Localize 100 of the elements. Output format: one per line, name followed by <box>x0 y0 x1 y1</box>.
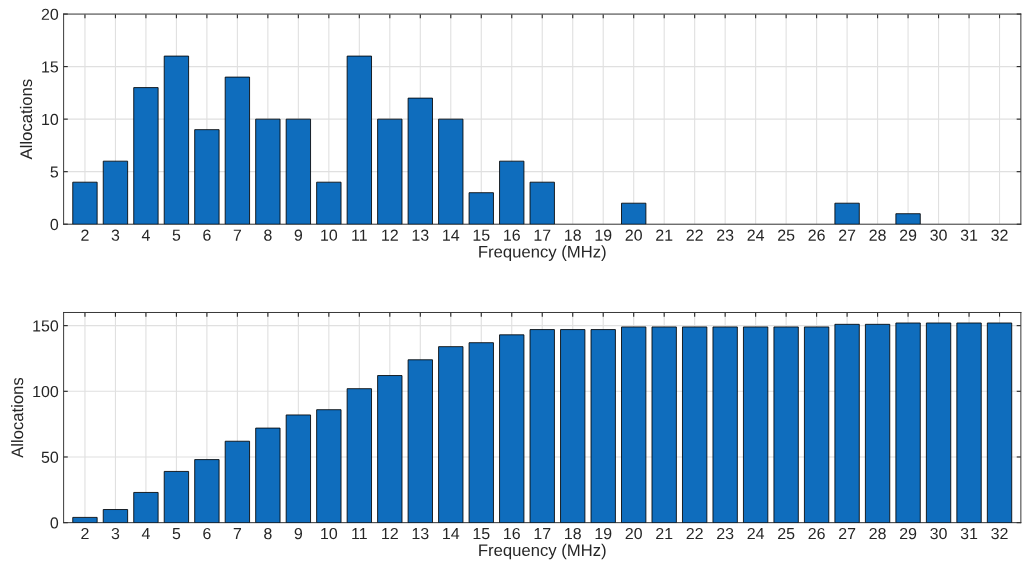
x-tick-label: 11 <box>352 528 367 540</box>
x-tick-label: 26 <box>808 229 825 241</box>
x-tick-label: 16 <box>504 229 520 241</box>
bar <box>316 409 342 523</box>
x-tick-label: 6 <box>203 229 211 241</box>
x-tick-label: 25 <box>778 229 795 241</box>
bar <box>194 129 220 225</box>
x-tick-label: 12 <box>382 527 398 540</box>
bar <box>590 329 616 523</box>
y-tick-label: 20 <box>41 8 59 20</box>
bar <box>163 55 190 225</box>
bar <box>72 181 98 225</box>
x-tick-label: 15 <box>473 528 490 540</box>
bar <box>499 334 525 523</box>
x-tick-label: 9 <box>294 229 303 241</box>
bar <box>834 323 860 523</box>
x-tick-label: 10 <box>321 229 338 241</box>
x-tick-label: 31 <box>960 229 978 241</box>
bar <box>925 322 952 523</box>
bar <box>224 440 250 523</box>
x-tick-label: 3 <box>111 527 120 540</box>
y-tick-label: 0 <box>50 517 59 529</box>
bar <box>285 414 311 523</box>
x-tick-label: 18 <box>565 229 581 241</box>
bar <box>468 342 494 523</box>
bar <box>895 322 921 523</box>
bar <box>72 516 98 523</box>
bar <box>621 326 647 523</box>
bar <box>651 326 677 523</box>
x-tick-label: 5 <box>172 528 181 540</box>
x-tick-label: 16 <box>504 527 520 540</box>
y-tick-label: 50 <box>41 451 59 463</box>
x-axis-title: Frequency (MHz) <box>479 543 606 560</box>
bar <box>377 375 403 523</box>
x-tick-label: 32 <box>991 527 1008 540</box>
y-tick-label: 100 <box>33 385 59 398</box>
bar <box>194 459 220 523</box>
x-tick-label: 2 <box>81 229 89 241</box>
bar <box>133 87 159 225</box>
bar <box>621 202 647 225</box>
y-tick-label: 150 <box>33 320 59 332</box>
bar <box>285 118 311 225</box>
bar <box>529 181 555 225</box>
x-tick-label: 13 <box>412 527 429 540</box>
bar <box>468 192 494 225</box>
x-tick-label: 7 <box>233 229 242 241</box>
bar <box>438 346 464 523</box>
x-tick-label: 26 <box>808 527 825 540</box>
x-tick-label: 13 <box>412 229 429 241</box>
x-tick-label: 19 <box>595 527 612 540</box>
x-tick-label: 30 <box>930 229 947 241</box>
y-axis-title: Allocations <box>11 377 24 458</box>
bar <box>346 388 372 523</box>
x-tick-label: 27 <box>839 527 856 540</box>
bar <box>377 118 403 225</box>
x-tick-label: 6 <box>203 527 211 540</box>
x-tick-label: 17 <box>534 528 551 540</box>
bar <box>346 55 372 225</box>
x-tick-label: 25 <box>778 527 795 540</box>
bar <box>895 213 921 225</box>
x-tick-label: 12 <box>382 229 398 241</box>
x-tick-label: 11 <box>352 229 367 241</box>
bar <box>804 326 830 523</box>
bar <box>864 323 891 523</box>
x-tick-label: 14 <box>443 528 460 540</box>
x-tick-label: 22 <box>686 527 703 540</box>
x-tick-label: 3 <box>111 229 120 241</box>
x-tick-label: 29 <box>899 527 917 540</box>
x-tick-label: 19 <box>595 229 612 241</box>
bar <box>102 509 129 523</box>
x-tick-label: 8 <box>264 527 272 540</box>
bar <box>407 359 433 523</box>
x-tick-label: 5 <box>172 229 181 241</box>
x-tick-label: 20 <box>625 527 642 540</box>
x-tick-label: 15 <box>473 229 490 241</box>
x-tick-label: 20 <box>625 229 642 241</box>
bar <box>133 492 159 523</box>
x-tick-label: 21 <box>656 229 673 241</box>
x-tick-label: 7 <box>233 528 242 540</box>
x-tick-label: 23 <box>717 229 734 241</box>
x-tick-label: 4 <box>141 229 150 241</box>
x-tick-label: 10 <box>321 527 338 540</box>
y-tick-label: 15 <box>42 61 59 73</box>
bar <box>682 326 708 523</box>
x-tick-label: 18 <box>565 527 581 540</box>
bar <box>773 326 799 523</box>
x-tick-label: 30 <box>930 527 947 540</box>
y-tick-label: 5 <box>50 166 59 178</box>
bar <box>255 118 281 225</box>
x-tick-label: 24 <box>747 229 765 241</box>
x-tick-label: 22 <box>686 229 703 241</box>
x-tick-label: 24 <box>747 527 765 540</box>
bar <box>255 427 281 523</box>
x-tick-label: 14 <box>443 229 460 241</box>
x-tick-label: 2 <box>81 527 89 540</box>
bar <box>834 202 860 225</box>
bar <box>163 471 190 523</box>
bar <box>102 160 129 225</box>
bar <box>560 329 586 523</box>
x-tick-label: 31 <box>960 527 978 540</box>
